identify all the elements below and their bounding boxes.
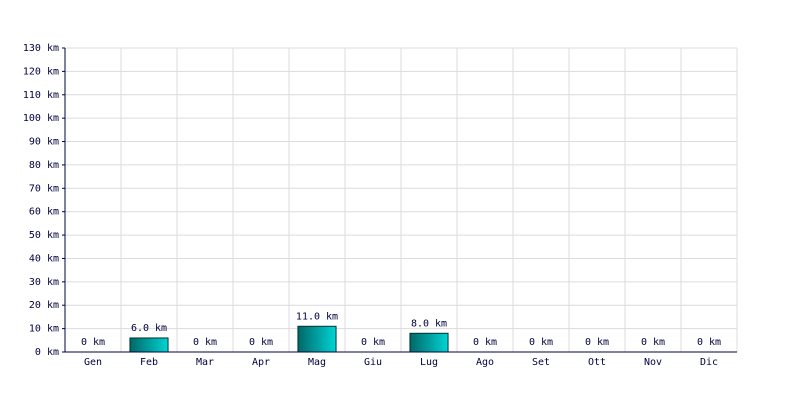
value-label: 8.0 km <box>411 318 447 329</box>
x-tick-label: Gen <box>84 357 102 368</box>
value-label: 0 km <box>585 337 609 348</box>
y-tick-label: 130 km <box>23 43 59 54</box>
value-label: 0 km <box>529 337 553 348</box>
grid <box>65 47 738 353</box>
y-tick-label: 10 km <box>29 324 59 335</box>
x-tick-label: Dic <box>700 357 718 368</box>
x-tick-label: Apr <box>252 357 270 368</box>
y-tick-label: 60 km <box>29 207 59 218</box>
y-tick-label: 40 km <box>29 253 59 264</box>
x-tick-label: Ago <box>476 357 494 368</box>
y-tick-label: 0 km <box>35 347 59 358</box>
x-tick-label: Set <box>532 357 550 368</box>
value-label: 0 km <box>473 337 497 348</box>
value-label: 0 km <box>361 337 385 348</box>
x-tick-label: Ott <box>588 357 606 368</box>
y-tick-label: 90 km <box>29 137 59 148</box>
x-tick-label: Feb <box>140 357 158 368</box>
x-tick-label: Giu <box>364 357 382 368</box>
value-label: 11.0 km <box>296 311 338 322</box>
y-tick-label: 20 km <box>29 300 59 311</box>
value-label: 0 km <box>249 337 273 348</box>
y-tick-label: 120 km <box>23 66 59 77</box>
bar <box>129 337 169 353</box>
y-tick-label: 70 km <box>29 183 59 194</box>
value-label: 0 km <box>697 337 721 348</box>
y-tick-label: 100 km <box>23 113 59 124</box>
value-label: 0 km <box>193 337 217 348</box>
x-tick-label: Nov <box>644 357 662 368</box>
value-label: 0 km <box>81 337 105 348</box>
x-tick-label: Lug <box>420 357 438 368</box>
y-tick-label: 50 km <box>29 230 59 241</box>
value-label: 6.0 km <box>131 323 167 334</box>
y-tick-label: 80 km <box>29 160 59 171</box>
value-label: 0 km <box>641 337 665 348</box>
x-tick-label: Mag <box>308 357 326 368</box>
bar <box>297 325 337 353</box>
y-tick-label: 110 km <box>23 90 59 101</box>
y-tick-label: 30 km <box>29 277 59 288</box>
x-tick-label: Mar <box>196 357 214 368</box>
bar <box>409 332 449 353</box>
